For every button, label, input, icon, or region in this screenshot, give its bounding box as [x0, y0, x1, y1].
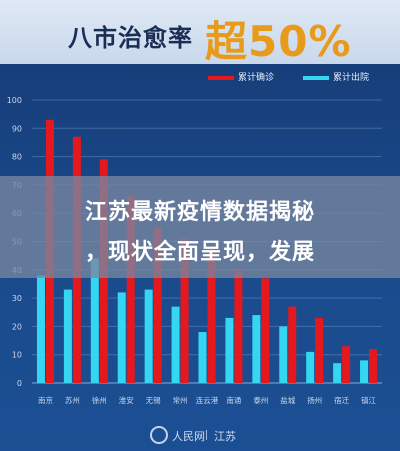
x-tick-label: 南通	[226, 395, 241, 405]
bar-discharged	[225, 317, 234, 383]
footer-region: 江苏	[214, 430, 236, 443]
x-tick-label: 无锡	[146, 396, 161, 405]
bar-discharged	[90, 258, 99, 383]
bar-confirmed	[234, 269, 243, 383]
bar-chart: 0102030405060708090100 南京苏州徐州淮安无锡常州连云港南通…	[7, 96, 382, 405]
bar-discharged	[63, 289, 72, 383]
legend-swatch-confirmed	[208, 75, 234, 80]
logo-icon	[150, 426, 168, 444]
legend-item-discharged: 累计出院	[303, 70, 369, 86]
bar-discharged	[144, 289, 153, 383]
footer-divider	[206, 430, 207, 440]
x-tick-label: 盐城	[280, 395, 295, 405]
x-tick-label: 扬州	[307, 395, 322, 405]
x-tick-label: 连云港	[196, 395, 219, 405]
bar-discharged	[279, 326, 288, 383]
bar-discharged	[117, 292, 126, 383]
y-tick-label: 20	[12, 322, 22, 331]
legend-label-confirmed: 累计确诊	[238, 73, 275, 83]
footer-logo-text: 人民网	[172, 430, 205, 443]
x-tick-label: 淮安	[119, 395, 134, 405]
x-tick-label: 苏州	[65, 395, 80, 405]
y-tick-label: 90	[12, 124, 22, 133]
headline-line-1: 江苏最新疫情数据揭秘	[84, 200, 315, 225]
bar-discharged	[333, 363, 342, 383]
legend-swatch-discharged	[303, 75, 329, 80]
y-tick-label: 80	[12, 153, 22, 162]
bar-discharged	[306, 351, 315, 383]
chart-title-highlight: 超50%	[205, 17, 352, 66]
bar-confirmed	[207, 247, 216, 383]
bar-confirmed	[342, 346, 351, 383]
x-tick-label: 南京	[38, 395, 53, 405]
bar-confirmed	[315, 317, 324, 383]
bar-discharged	[252, 315, 261, 383]
bar-discharged	[171, 306, 180, 383]
bar-discharged	[198, 332, 207, 383]
y-tick-label: 0	[17, 379, 22, 388]
y-tick-label: 30	[12, 294, 22, 303]
bar-confirmed	[153, 227, 162, 383]
bar-confirmed	[369, 349, 378, 383]
title-banner	[0, 0, 400, 64]
bar-confirmed	[261, 278, 270, 383]
bar-discharged	[36, 275, 45, 383]
y-tick-label: 10	[12, 351, 22, 360]
x-tick-label: 常州	[173, 396, 188, 405]
x-tick-label: 徐州	[92, 395, 107, 405]
headline-line-2: ，现状全面呈现，发展	[84, 240, 315, 265]
legend-label-discharged: 累计出院	[333, 73, 370, 83]
x-tick-label: 镇江	[361, 395, 376, 405]
x-tick-label: 泰州	[253, 395, 268, 405]
bar-confirmed	[126, 196, 135, 383]
legend-item-confirmed: 累计确诊	[208, 70, 274, 86]
bar-confirmed	[288, 306, 297, 383]
x-tick-label: 宿迁	[334, 395, 349, 405]
chart-title: 八市治愈率	[68, 24, 193, 52]
x-axis-ticks: 南京 苏州 徐州 淮安 无锡 常州 连云港 南通 泰州 盐城 扬州 宿迁 镇江	[38, 395, 377, 405]
bar-discharged	[360, 360, 369, 383]
y-tick-label: 100	[7, 96, 22, 105]
headline-overlay: 江苏最新疫情数据揭秘 ，现状全面呈现，发展	[0, 176, 400, 278]
bar-confirmed	[180, 238, 189, 383]
